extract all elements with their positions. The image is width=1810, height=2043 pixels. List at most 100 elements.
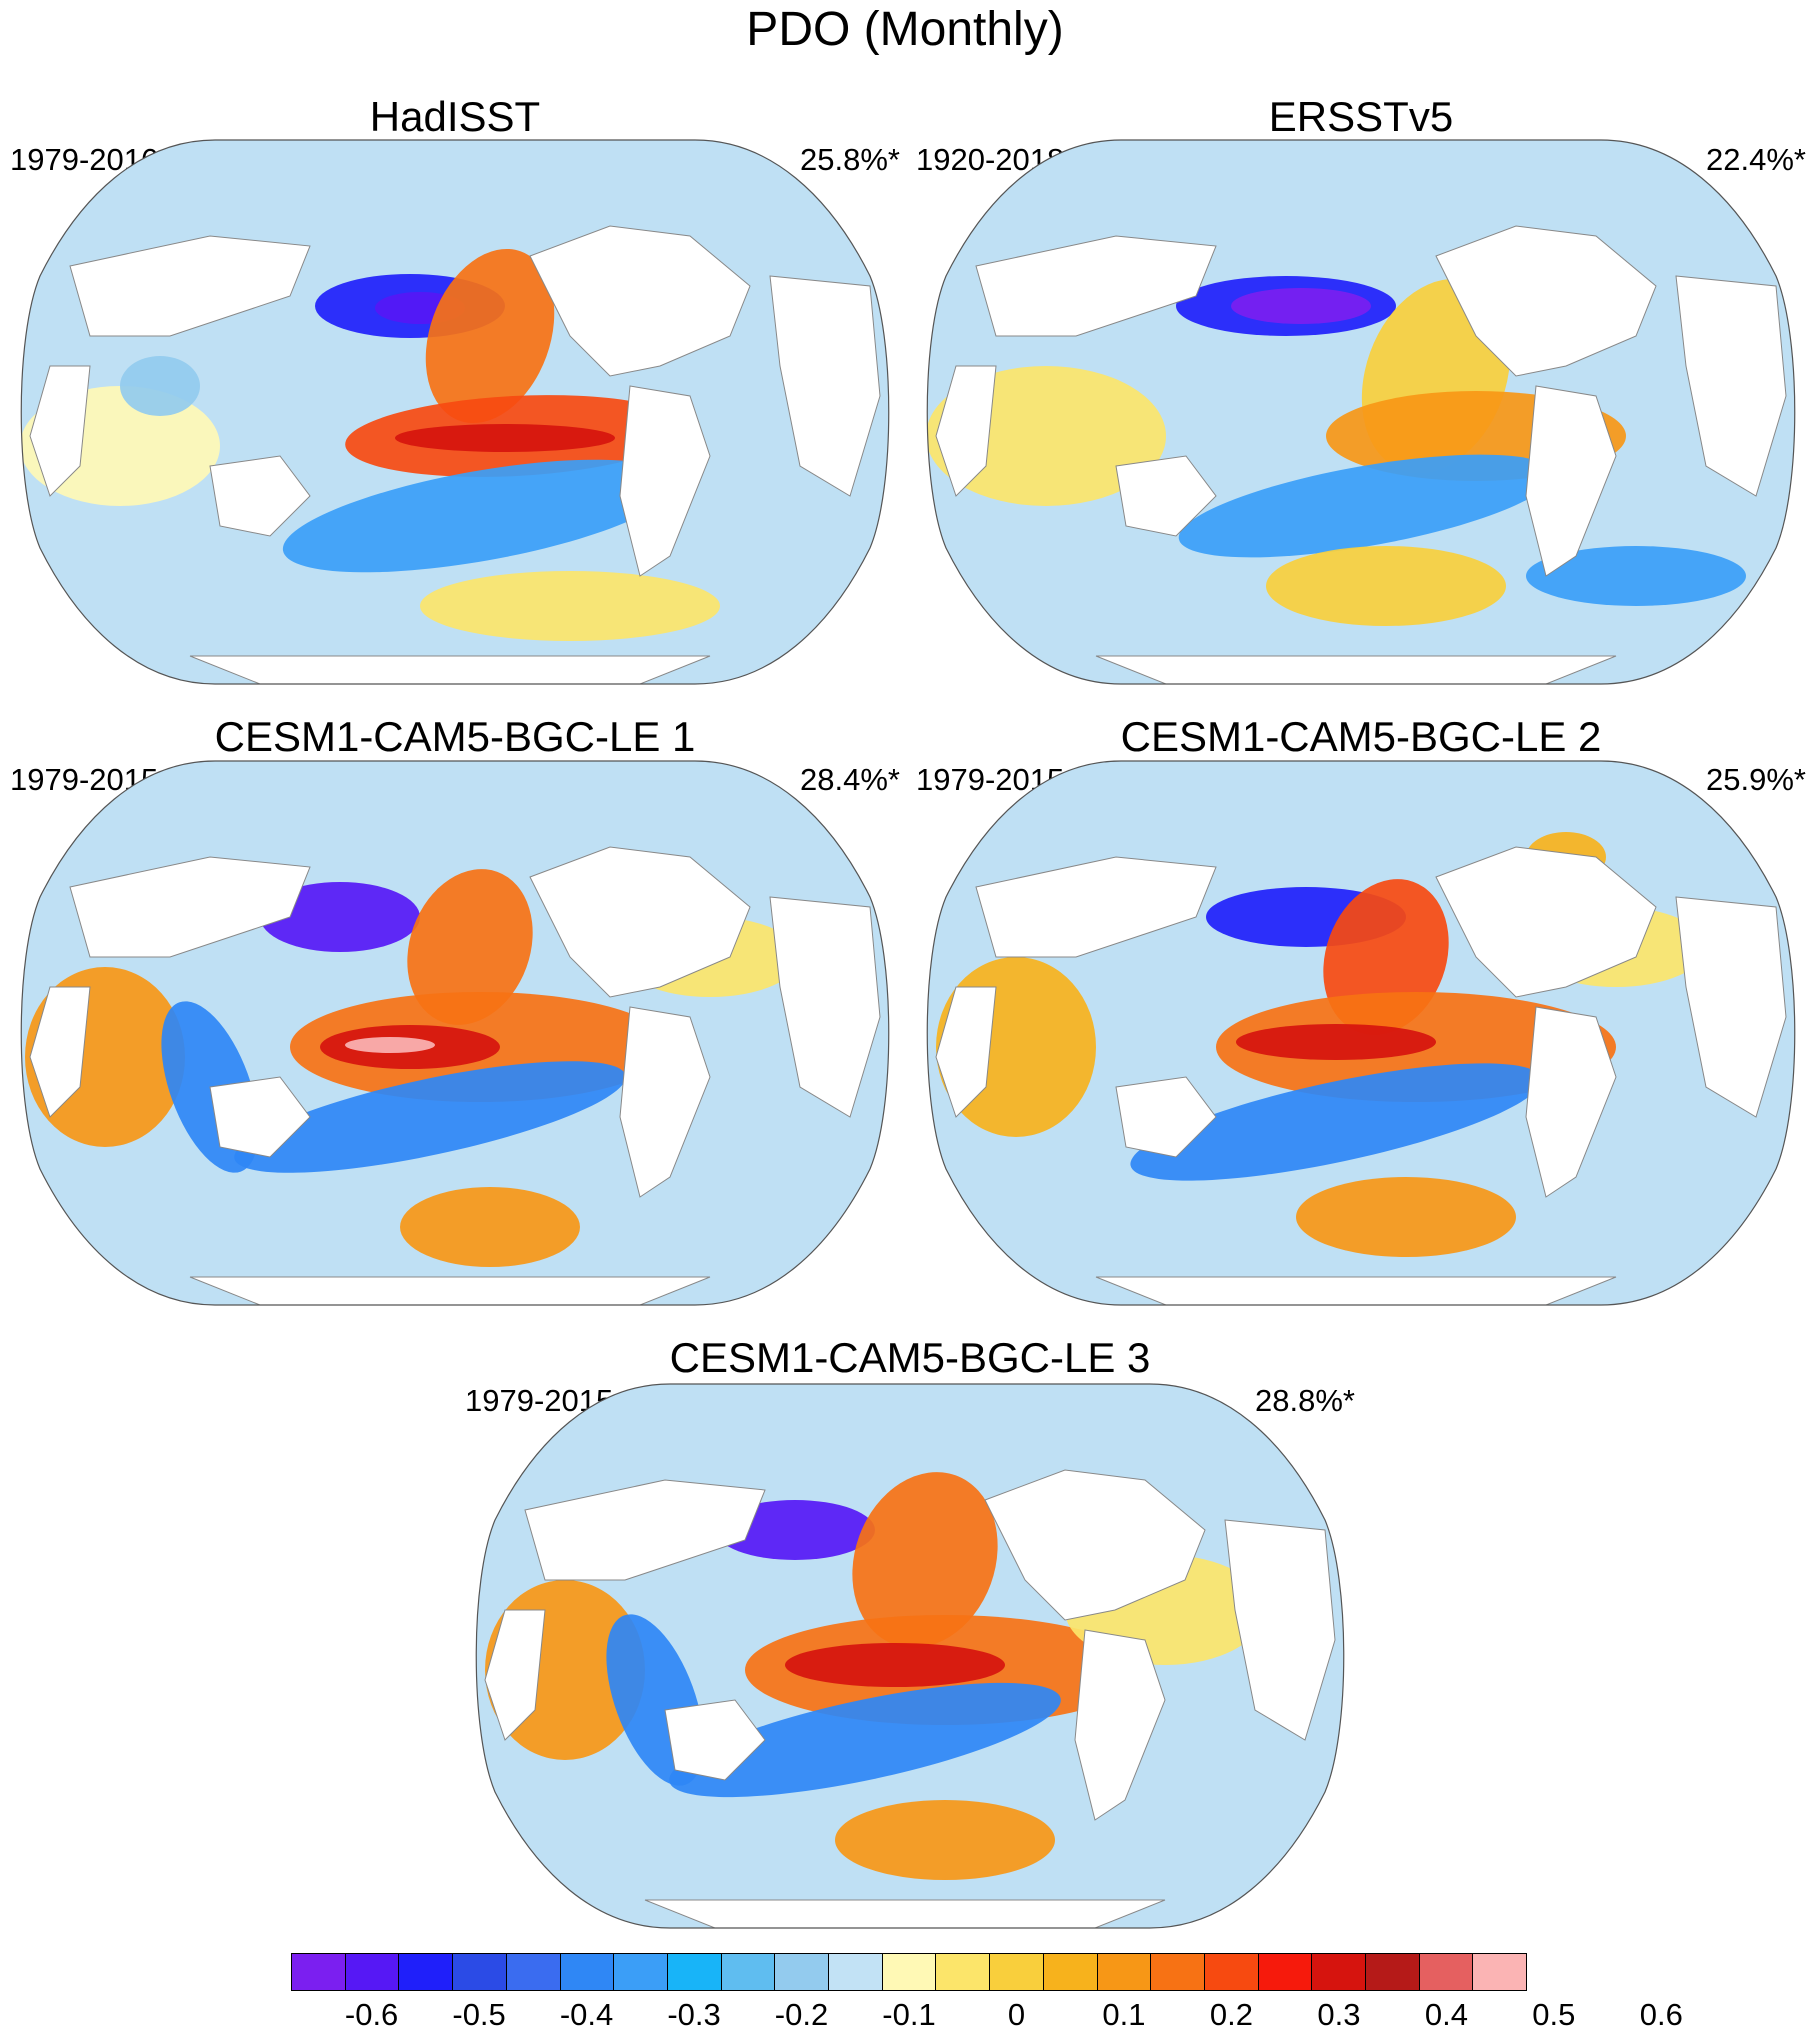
land-mass bbox=[664, 1699, 766, 1781]
land-mass bbox=[189, 1276, 711, 1305]
colorbar-tick-label: 0 bbox=[1007, 1997, 1026, 2032]
colorbar-swatch bbox=[291, 1953, 346, 1991]
sst-anomaly-region bbox=[852, 1472, 998, 1648]
land-mass bbox=[935, 365, 997, 497]
sst-anomaly-region bbox=[260, 882, 420, 952]
colorbar-tick-label: 0.5 bbox=[1532, 1997, 1576, 2032]
panel-variance-percent: 25.9%* bbox=[1706, 762, 1806, 797]
colorbar-swatch bbox=[506, 1953, 561, 1991]
figure-title: PDO (Monthly) bbox=[746, 3, 1064, 56]
colorbar-tick-label: 0.4 bbox=[1424, 1997, 1468, 2032]
land-mass bbox=[529, 846, 751, 998]
colorbar-swatch bbox=[1151, 1953, 1205, 1991]
colorbar-tick-label: 0.2 bbox=[1209, 1997, 1253, 2032]
land-mass bbox=[619, 385, 711, 577]
projection-map bbox=[20, 760, 890, 1306]
sst-anomaly-region bbox=[400, 1187, 580, 1267]
colorbar-tick-label: -0.3 bbox=[667, 1997, 721, 2032]
panel-title: ERSSTv5 bbox=[1268, 93, 1454, 140]
projection-map bbox=[20, 139, 890, 685]
sst-anomaly-region bbox=[1266, 546, 1506, 626]
sst-anomaly-region bbox=[345, 1037, 435, 1053]
colorbar-swatch bbox=[829, 1953, 883, 1991]
sst-anomaly-region bbox=[425, 248, 555, 424]
projection-map bbox=[926, 139, 1796, 685]
sst-anomaly-region bbox=[1526, 546, 1746, 606]
land-mass bbox=[1675, 896, 1787, 1118]
land-mass bbox=[769, 275, 881, 497]
colorbar-tick-label: -0.4 bbox=[559, 1997, 614, 2032]
panel-variance-percent: 25.8%* bbox=[800, 142, 900, 177]
land-mass bbox=[29, 365, 91, 497]
colorbar-tick-label: 0.3 bbox=[1317, 1997, 1361, 2032]
land-mass bbox=[619, 1006, 711, 1198]
land-mass bbox=[209, 455, 311, 537]
colorbar-swatch bbox=[936, 1953, 991, 1991]
colorbar-swatch bbox=[1204, 1953, 1259, 1991]
colorbar-swatch bbox=[990, 1953, 1044, 1991]
map-border bbox=[926, 760, 1796, 1306]
panel-variance-percent: 28.4%* bbox=[800, 762, 900, 797]
panel-title: CESM1-CAM5-BGC-LE 2 bbox=[1120, 713, 1602, 760]
colorbar-swatch bbox=[1258, 1953, 1313, 1991]
land-mass bbox=[644, 1899, 1166, 1928]
sst-anomaly-region bbox=[420, 571, 720, 641]
colorbar-tick-label: -0.2 bbox=[774, 1997, 829, 2032]
land-mass bbox=[69, 235, 311, 337]
sst-anomaly-region bbox=[234, 1061, 626, 1173]
colorbar-swatch bbox=[721, 1953, 776, 1991]
land-mass bbox=[1525, 385, 1617, 577]
sst-anomaly-region bbox=[120, 356, 200, 416]
land-mass bbox=[975, 856, 1217, 958]
land-mass bbox=[1435, 225, 1657, 377]
projection-map bbox=[475, 1383, 1345, 1929]
panel-title: CESM1-CAM5-BGC-LE 1 bbox=[214, 713, 696, 760]
land-mass bbox=[484, 1609, 546, 1741]
sst-anomaly-region bbox=[1296, 1177, 1516, 1257]
land-mass bbox=[1115, 1076, 1217, 1158]
map-border bbox=[926, 139, 1796, 685]
sst-anomaly-region bbox=[407, 869, 533, 1025]
colorbar-tick-label: 0.1 bbox=[1102, 1997, 1146, 2032]
colorbar-swatch bbox=[1419, 1953, 1474, 1991]
colorbar-swatch bbox=[775, 1953, 830, 1991]
land-mass bbox=[69, 856, 311, 958]
sst-anomaly-region bbox=[1236, 1024, 1436, 1060]
land-mass bbox=[935, 986, 997, 1118]
sst-anomaly-region bbox=[1178, 454, 1554, 558]
colorbar-swatch bbox=[560, 1953, 615, 1991]
sst-anomaly-region bbox=[669, 1682, 1061, 1798]
colorbar-swatch bbox=[399, 1953, 454, 1991]
land-mass bbox=[984, 1469, 1206, 1621]
sst-anomaly-region bbox=[282, 459, 678, 573]
colorbar-swatch bbox=[667, 1953, 722, 1991]
land-mass bbox=[1095, 1276, 1617, 1305]
land-mass bbox=[189, 655, 711, 684]
panel-variance-percent: 22.4%* bbox=[1706, 142, 1806, 177]
land-mass bbox=[209, 1076, 311, 1158]
colorbar-swatch bbox=[882, 1953, 937, 1991]
map-border bbox=[20, 760, 890, 1306]
land-mass bbox=[29, 986, 91, 1118]
colorbar-swatch bbox=[1312, 1953, 1367, 1991]
panel-title: CESM1-CAM5-BGC-LE 3 bbox=[669, 1334, 1151, 1381]
colorbar-tick-label: 0.6 bbox=[1639, 1997, 1683, 2032]
sst-anomaly-region bbox=[395, 424, 615, 452]
projection-map bbox=[926, 760, 1796, 1306]
colorbar-swatch bbox=[453, 1953, 507, 1991]
colorbar: -0.6 -0.5 -0.4 -0.3 -0.2 -0.1 0 0.1 0.2 0.3 0.4 0.5… bbox=[291, 1953, 1683, 2041]
land-mass bbox=[1435, 846, 1657, 998]
panel-title: HadISST bbox=[369, 93, 541, 140]
sst-anomaly-region bbox=[1130, 1063, 1542, 1181]
map-border bbox=[475, 1383, 1345, 1929]
land-mass bbox=[769, 896, 881, 1118]
land-mass bbox=[1115, 455, 1217, 537]
colorbar-swatch bbox=[1473, 1953, 1528, 1991]
sst-anomaly-region bbox=[785, 1643, 1005, 1687]
land-mass bbox=[1525, 1006, 1617, 1198]
colorbar-boxes bbox=[291, 1953, 1528, 1991]
colorbar-tick-label: -0.6 bbox=[344, 1997, 399, 2032]
land-mass bbox=[529, 225, 751, 377]
map-border bbox=[20, 139, 890, 685]
land-mass bbox=[1224, 1519, 1336, 1741]
